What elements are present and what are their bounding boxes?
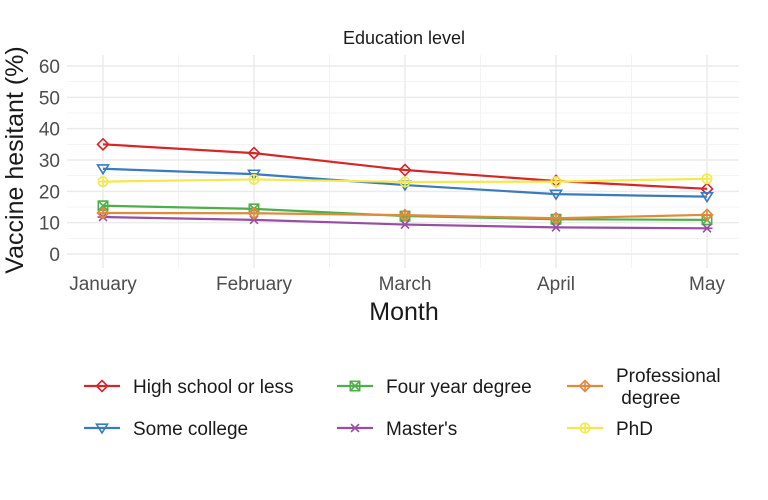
legend-key-marker: [349, 423, 361, 433]
legend-key-marker-plus: [580, 423, 590, 433]
series-5: [97, 173, 713, 188]
y-axis-title: Vaccine hesitant (%): [1, 46, 29, 273]
series-4: [96, 206, 714, 225]
data-point-plus: [399, 209, 411, 221]
data-point-plus: [702, 174, 712, 184]
y-tick-label: 30: [39, 151, 60, 172]
legend-item: Four year degree: [337, 377, 532, 398]
grid-lines: [67, 55, 739, 268]
x-tick-label: January: [69, 274, 137, 295]
y-tick-label: 10: [39, 214, 60, 235]
panel-background: [67, 55, 739, 268]
y-tick-label: 50: [39, 88, 60, 109]
y-tick-label: 40: [39, 120, 60, 141]
data-point: [550, 222, 562, 232]
data-point: [399, 220, 411, 230]
x-axis-ticks: January February March April May: [69, 274, 725, 295]
legend-label-line: Professional: [616, 366, 721, 387]
legend-label: PhD: [616, 419, 653, 440]
data-point-plus: [551, 176, 561, 187]
data-point: [700, 192, 714, 204]
data-point: [247, 169, 261, 181]
data-point: [700, 182, 714, 196]
legend-key-marker: [95, 379, 109, 393]
data-point-plus: [97, 207, 109, 219]
data-point-plus: [249, 174, 259, 185]
legend-item: Professional degree: [567, 366, 721, 409]
data-point-plus: [248, 207, 260, 219]
legend-label: Some college: [133, 419, 248, 440]
x-tick-label: March: [379, 274, 432, 295]
data-point: [549, 189, 563, 201]
data-point: [701, 223, 713, 233]
data-point: [247, 146, 261, 160]
y-tick-label: 0: [49, 245, 60, 266]
legend-label: High school or less: [133, 377, 294, 398]
y-axis-ticks: 0 10 20 30 40 50 60: [39, 57, 60, 266]
data-point-plus: [98, 176, 108, 187]
series-line: [102, 143, 708, 190]
legend-key-marker: [95, 423, 109, 435]
legend-label: Professional degree: [616, 366, 721, 409]
legend-item: High school or less: [84, 377, 294, 398]
legend: High school or less Some college Four year…: [84, 366, 721, 440]
chart-title: Education level: [343, 28, 465, 48]
data-point: [96, 137, 110, 151]
data-point: [398, 163, 412, 177]
legend-label: Four year degree: [386, 377, 532, 398]
legend-label-line: degree: [616, 388, 680, 409]
data-point-plus: [400, 177, 410, 187]
data-point-x: [97, 200, 109, 211]
x-tick-label: April: [537, 274, 575, 295]
x-tick-label: February: [216, 274, 293, 295]
data-point-plus: [550, 212, 562, 224]
data-point-plus: [701, 209, 713, 221]
x-tick-label: May: [689, 274, 725, 295]
legend-key-marker: [349, 380, 361, 392]
legend-key-marker-plus: [579, 380, 591, 392]
data-point: [96, 164, 110, 176]
legend-item: PhD: [567, 419, 653, 440]
x-axis-title: Month: [369, 298, 438, 326]
legend-item: Some college: [84, 419, 248, 440]
y-tick-label: 20: [39, 182, 60, 203]
legend-key-marker-x: [349, 380, 361, 392]
legend-label: Master's: [386, 419, 457, 440]
y-tick-label: 60: [39, 57, 60, 78]
series-group: [96, 137, 714, 233]
legend-item: Master's: [337, 419, 457, 440]
